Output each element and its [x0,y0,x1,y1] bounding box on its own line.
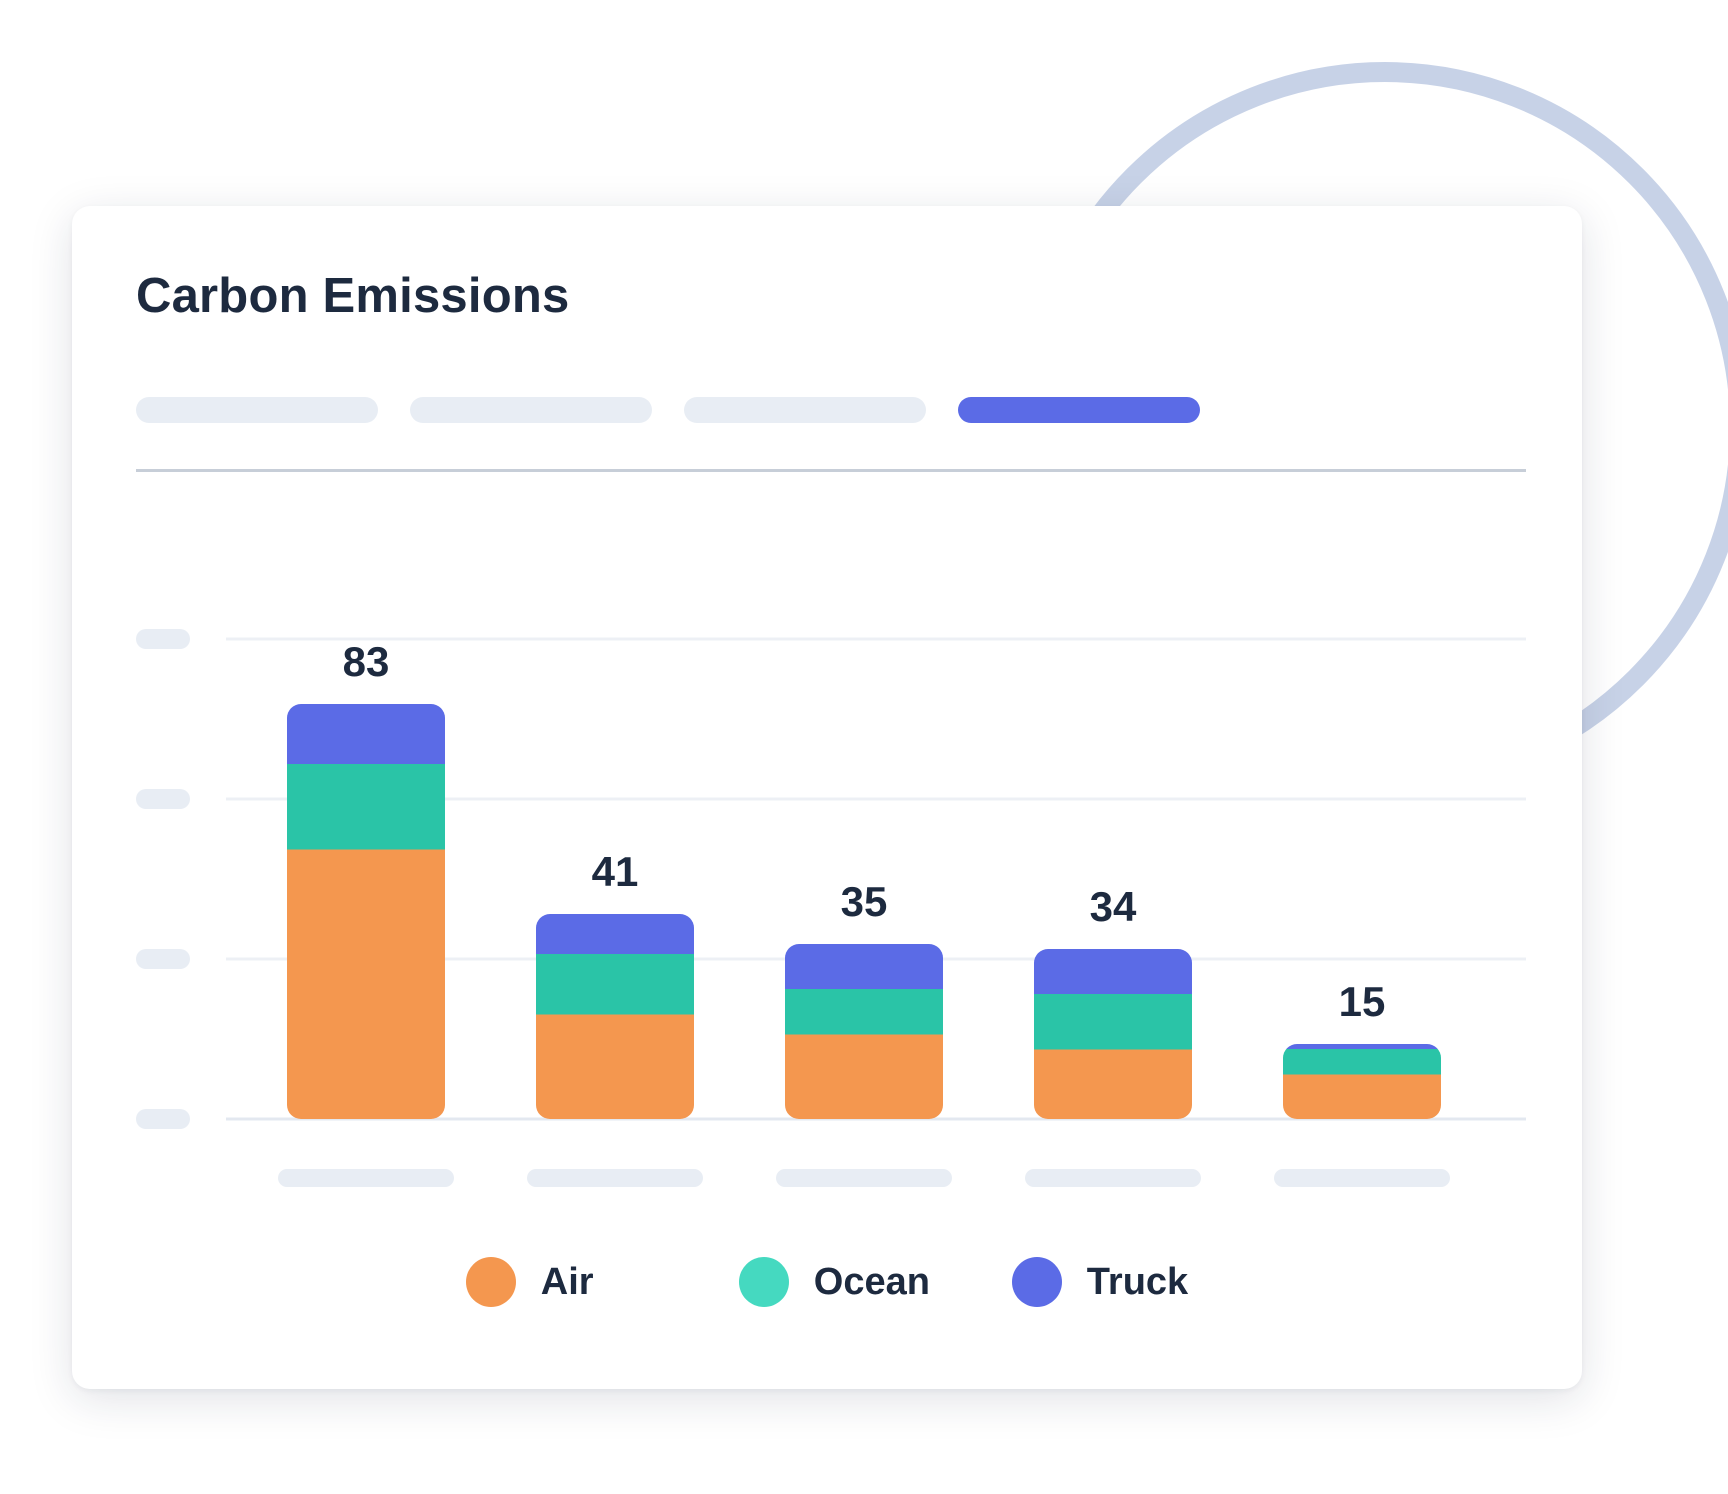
x-tick-placeholder [776,1169,952,1187]
x-tick-placeholder [527,1169,703,1187]
legend-label-truck: Truck [1086,1260,1189,1303]
tab-4-active[interactable] [958,397,1200,423]
bar-total-label: 15 [1339,978,1386,1025]
tab-3[interactable] [684,397,926,423]
legend-label-air: Air [540,1260,594,1303]
bar-stack [1034,949,1192,1119]
labels-layer: 83 41 35 34 15 [278,638,1450,1187]
y-tick-placeholder [136,949,190,969]
bar-segment-truck [1283,1044,1441,1049]
bar-segment-air [536,1014,694,1119]
bar-segment-truck [287,704,445,764]
bar-total-label: 41 [592,848,639,895]
bar-segment-air [785,1034,943,1119]
bar-total-label: 34 [1090,883,1137,930]
chart-title: Carbon Emissions [136,269,570,323]
y-tick-placeholder [136,1109,190,1129]
x-tick-placeholder [1274,1169,1450,1187]
bars-layer [287,704,1441,1119]
bar-segment-ocean [785,989,943,1035]
legend-swatch-truck [1011,1257,1062,1307]
bar-segment-truck [785,944,943,989]
tab-1[interactable] [136,397,378,423]
bar-segment-truck [1034,949,1192,994]
bar-stack [536,914,694,1119]
bar-segment-air [1283,1074,1441,1119]
bar-segment-ocean [536,954,694,1015]
legend-label-ocean: Ocean [813,1260,930,1303]
bar-total-label: 35 [841,878,888,925]
bar-segment-air [287,849,445,1119]
bar-stack [1283,1044,1441,1119]
bar-segment-ocean [1283,1049,1441,1075]
legend-item-ocean[interactable]: Ocean [738,1257,954,1307]
x-tick-placeholder [278,1169,454,1187]
tab-2[interactable] [410,397,652,423]
bar-segment-ocean [287,764,445,850]
tab-bar [136,397,1200,423]
bar-total-label: 83 [343,638,390,685]
legend-swatch-air [465,1257,516,1307]
legend-swatch-ocean [738,1257,789,1307]
y-tick-placeholder [136,789,190,809]
header-divider [136,469,1526,472]
legend-item-truck[interactable]: Truck [1011,1257,1189,1307]
bar-segment-air [1034,1049,1192,1119]
legend: Air Ocean Truck [72,1257,1582,1307]
bar-stack [785,944,943,1119]
bar-stack [287,704,445,1119]
bar-segment-ocean [1034,994,1192,1050]
bar-chart: 83 41 35 34 15 [136,629,1526,1187]
y-tick-placeholder [136,629,190,649]
x-tick-placeholder [1025,1169,1201,1187]
legend-item-air[interactable]: Air [465,1257,681,1307]
bar-segment-truck [536,914,694,954]
chart-card: Carbon Emissions 83 41 35 34 15 Air Ocean [72,206,1582,1389]
